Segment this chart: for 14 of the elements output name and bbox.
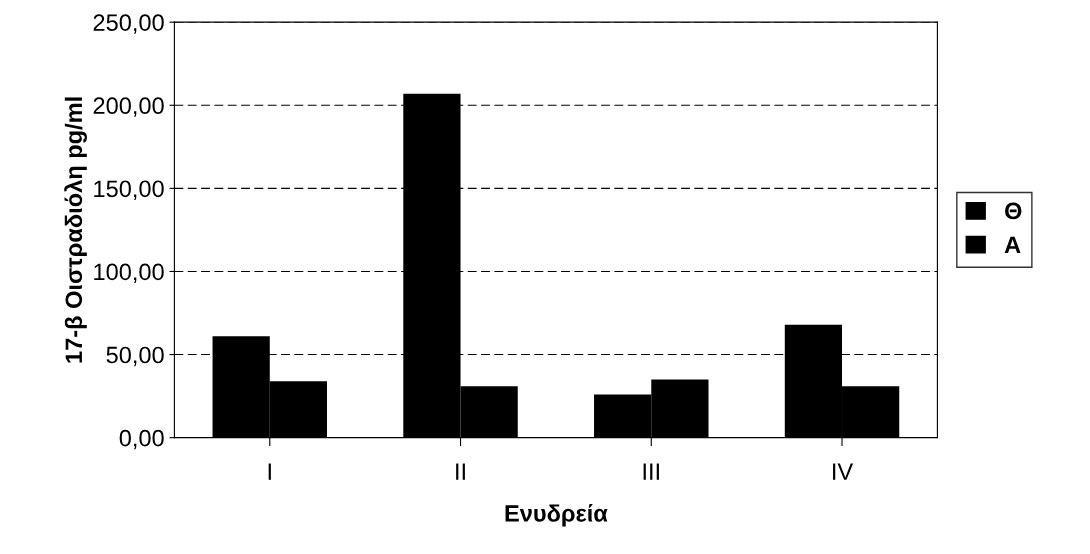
y-tick-label: 0,00	[119, 429, 164, 450]
x-tick-label: IV	[833, 463, 854, 480]
y-tick-label: 200,00	[93, 97, 164, 117]
x-tick-label: III	[643, 463, 659, 480]
x-tick-label: II	[456, 463, 465, 480]
x-axis-title: Ενυδρεία	[505, 504, 608, 527]
y-tick-label: 250,00	[93, 14, 164, 34]
legend-label: Θ	[1005, 202, 1022, 220]
y-tick-label: 100,00	[94, 263, 164, 284]
y-axis-title: 17-β Οιστραδιόλη pg/ml	[64, 97, 87, 363]
legend-label: Α	[1004, 236, 1021, 253]
y-tick-label: 150,00	[94, 180, 164, 200]
y-tick-label: 50,00	[106, 346, 164, 367]
x-tick-label: I	[268, 463, 271, 480]
